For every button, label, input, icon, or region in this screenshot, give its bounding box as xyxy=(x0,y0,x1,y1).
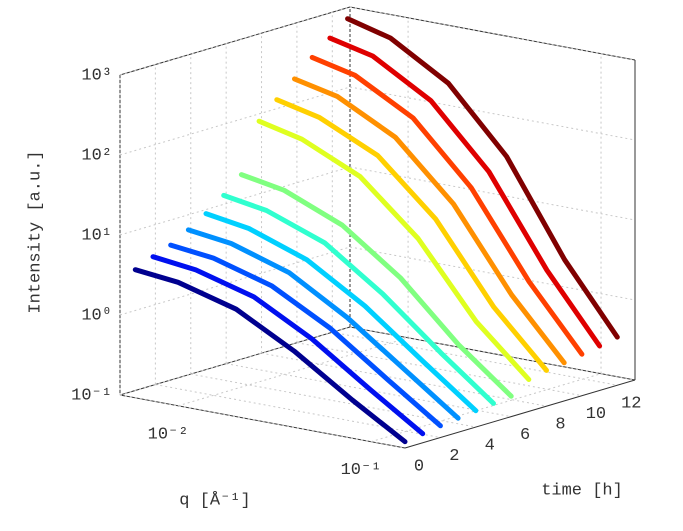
y-tick-label: 8 xyxy=(555,416,565,435)
series-line xyxy=(309,54,585,357)
z-tick-label: 10⁰ xyxy=(81,306,112,325)
series-line xyxy=(256,118,532,382)
grid-line xyxy=(349,86,636,141)
z-tick-label: 10³ xyxy=(81,66,112,85)
series-line xyxy=(150,254,426,437)
series-line xyxy=(221,192,496,406)
grid-line xyxy=(119,86,351,156)
y-tick-label: 0 xyxy=(414,457,424,476)
axis-edge xyxy=(404,379,636,449)
y-tick-label: 12 xyxy=(621,395,641,414)
grid-line xyxy=(349,326,636,381)
y-tick-label: 4 xyxy=(485,437,495,456)
axis-edge xyxy=(119,6,351,76)
series-line xyxy=(168,242,443,429)
grid-line xyxy=(261,352,547,407)
series-line xyxy=(238,172,514,399)
x-axis-label: q [Å⁻¹] xyxy=(179,491,250,510)
y-tick-label: 10 xyxy=(586,405,606,424)
series-line xyxy=(274,97,549,373)
z-tick-label: 10¹ xyxy=(81,226,112,245)
grid-line xyxy=(119,394,406,449)
y-tick-label: 2 xyxy=(449,447,459,466)
z-tick-label: 10⁻¹ xyxy=(71,386,112,405)
grid-line xyxy=(332,331,618,386)
grid-line xyxy=(296,342,583,397)
series-line xyxy=(185,227,461,421)
z-tick-label: 10² xyxy=(81,146,112,165)
series-line xyxy=(132,267,408,445)
y-axis-label: time [h] xyxy=(541,481,623,500)
grid-line xyxy=(349,166,636,221)
series-line xyxy=(203,211,479,414)
x-tick-label: 10⁻² xyxy=(148,425,189,444)
series-line xyxy=(345,16,620,340)
y-tick-label: 6 xyxy=(520,426,530,445)
grid-line xyxy=(226,363,512,418)
grid-line xyxy=(349,6,636,61)
series-line xyxy=(327,35,603,349)
grid-line xyxy=(370,373,602,443)
series-line xyxy=(292,76,567,366)
x-tick-label: 10⁻¹ xyxy=(341,461,382,480)
z-axis-label: Intensity [a.u.] xyxy=(26,150,45,313)
grid-line xyxy=(155,384,441,439)
